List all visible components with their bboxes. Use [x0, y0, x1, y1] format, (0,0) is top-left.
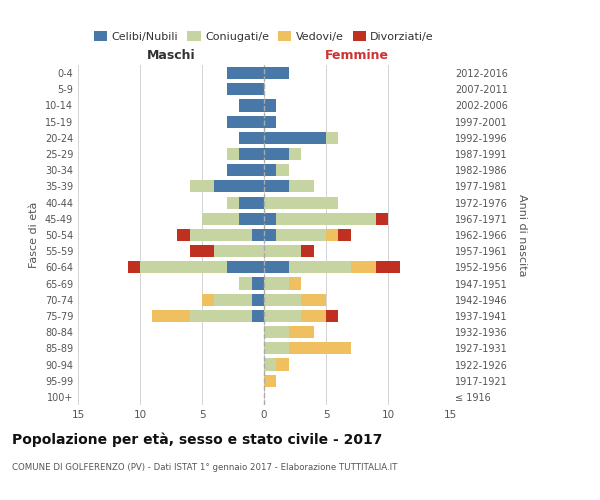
Bar [177, 229, 190, 241]
Bar [351, 262, 376, 274]
Bar [289, 278, 301, 289]
Bar [338, 229, 351, 241]
Bar [264, 212, 277, 225]
Bar [239, 196, 264, 208]
Legend: Celibi/Nubili, Coniugati/e, Vedovi/e, Divorziati/e: Celibi/Nubili, Coniugati/e, Vedovi/e, Di… [89, 26, 439, 46]
Bar [264, 358, 277, 370]
Bar [326, 310, 338, 322]
Bar [227, 83, 264, 96]
Bar [227, 116, 264, 128]
Bar [301, 310, 326, 322]
Bar [227, 148, 239, 160]
Bar [239, 212, 264, 225]
Bar [190, 245, 214, 258]
Bar [264, 148, 289, 160]
Bar [227, 262, 264, 274]
Bar [277, 358, 289, 370]
Bar [301, 245, 314, 258]
Bar [277, 164, 289, 176]
Bar [264, 164, 277, 176]
Bar [289, 326, 314, 338]
Bar [190, 180, 214, 192]
Bar [214, 245, 264, 258]
Bar [326, 229, 338, 241]
Bar [264, 67, 289, 79]
Bar [376, 212, 388, 225]
Bar [264, 310, 301, 322]
Bar [264, 326, 289, 338]
Text: Femmine: Femmine [325, 49, 389, 62]
Bar [202, 294, 214, 306]
Bar [202, 212, 239, 225]
Bar [239, 132, 264, 144]
Bar [128, 262, 140, 274]
Bar [239, 100, 264, 112]
Bar [251, 278, 264, 289]
Text: Maschi: Maschi [146, 49, 196, 62]
Bar [289, 180, 314, 192]
Bar [251, 310, 264, 322]
Bar [326, 132, 338, 144]
Bar [264, 100, 277, 112]
Bar [264, 180, 289, 192]
Bar [264, 342, 289, 354]
Text: COMUNE DI GOLFERENZO (PV) - Dati ISTAT 1° gennaio 2017 - Elaborazione TUTTITALIA: COMUNE DI GOLFERENZO (PV) - Dati ISTAT 1… [12, 462, 397, 471]
Bar [239, 148, 264, 160]
Bar [376, 262, 400, 274]
Bar [264, 196, 338, 208]
Bar [277, 212, 376, 225]
Bar [264, 229, 277, 241]
Bar [214, 180, 264, 192]
Bar [264, 294, 301, 306]
Bar [227, 196, 239, 208]
Bar [227, 164, 264, 176]
Bar [251, 294, 264, 306]
Bar [289, 342, 351, 354]
Bar [264, 278, 289, 289]
Bar [289, 148, 301, 160]
Bar [264, 116, 277, 128]
Bar [251, 229, 264, 241]
Y-axis label: Anni di nascita: Anni di nascita [517, 194, 527, 276]
Bar [227, 67, 264, 79]
Bar [152, 310, 190, 322]
Bar [214, 294, 251, 306]
Y-axis label: Fasce di età: Fasce di età [29, 202, 39, 268]
Bar [301, 294, 326, 306]
Bar [190, 229, 251, 241]
Bar [277, 229, 326, 241]
Bar [140, 262, 227, 274]
Bar [264, 132, 326, 144]
Bar [264, 374, 277, 387]
Bar [239, 278, 251, 289]
Bar [289, 262, 351, 274]
Bar [190, 310, 251, 322]
Bar [264, 245, 301, 258]
Text: Popolazione per età, sesso e stato civile - 2017: Popolazione per età, sesso e stato civil… [12, 432, 382, 447]
Bar [264, 262, 289, 274]
